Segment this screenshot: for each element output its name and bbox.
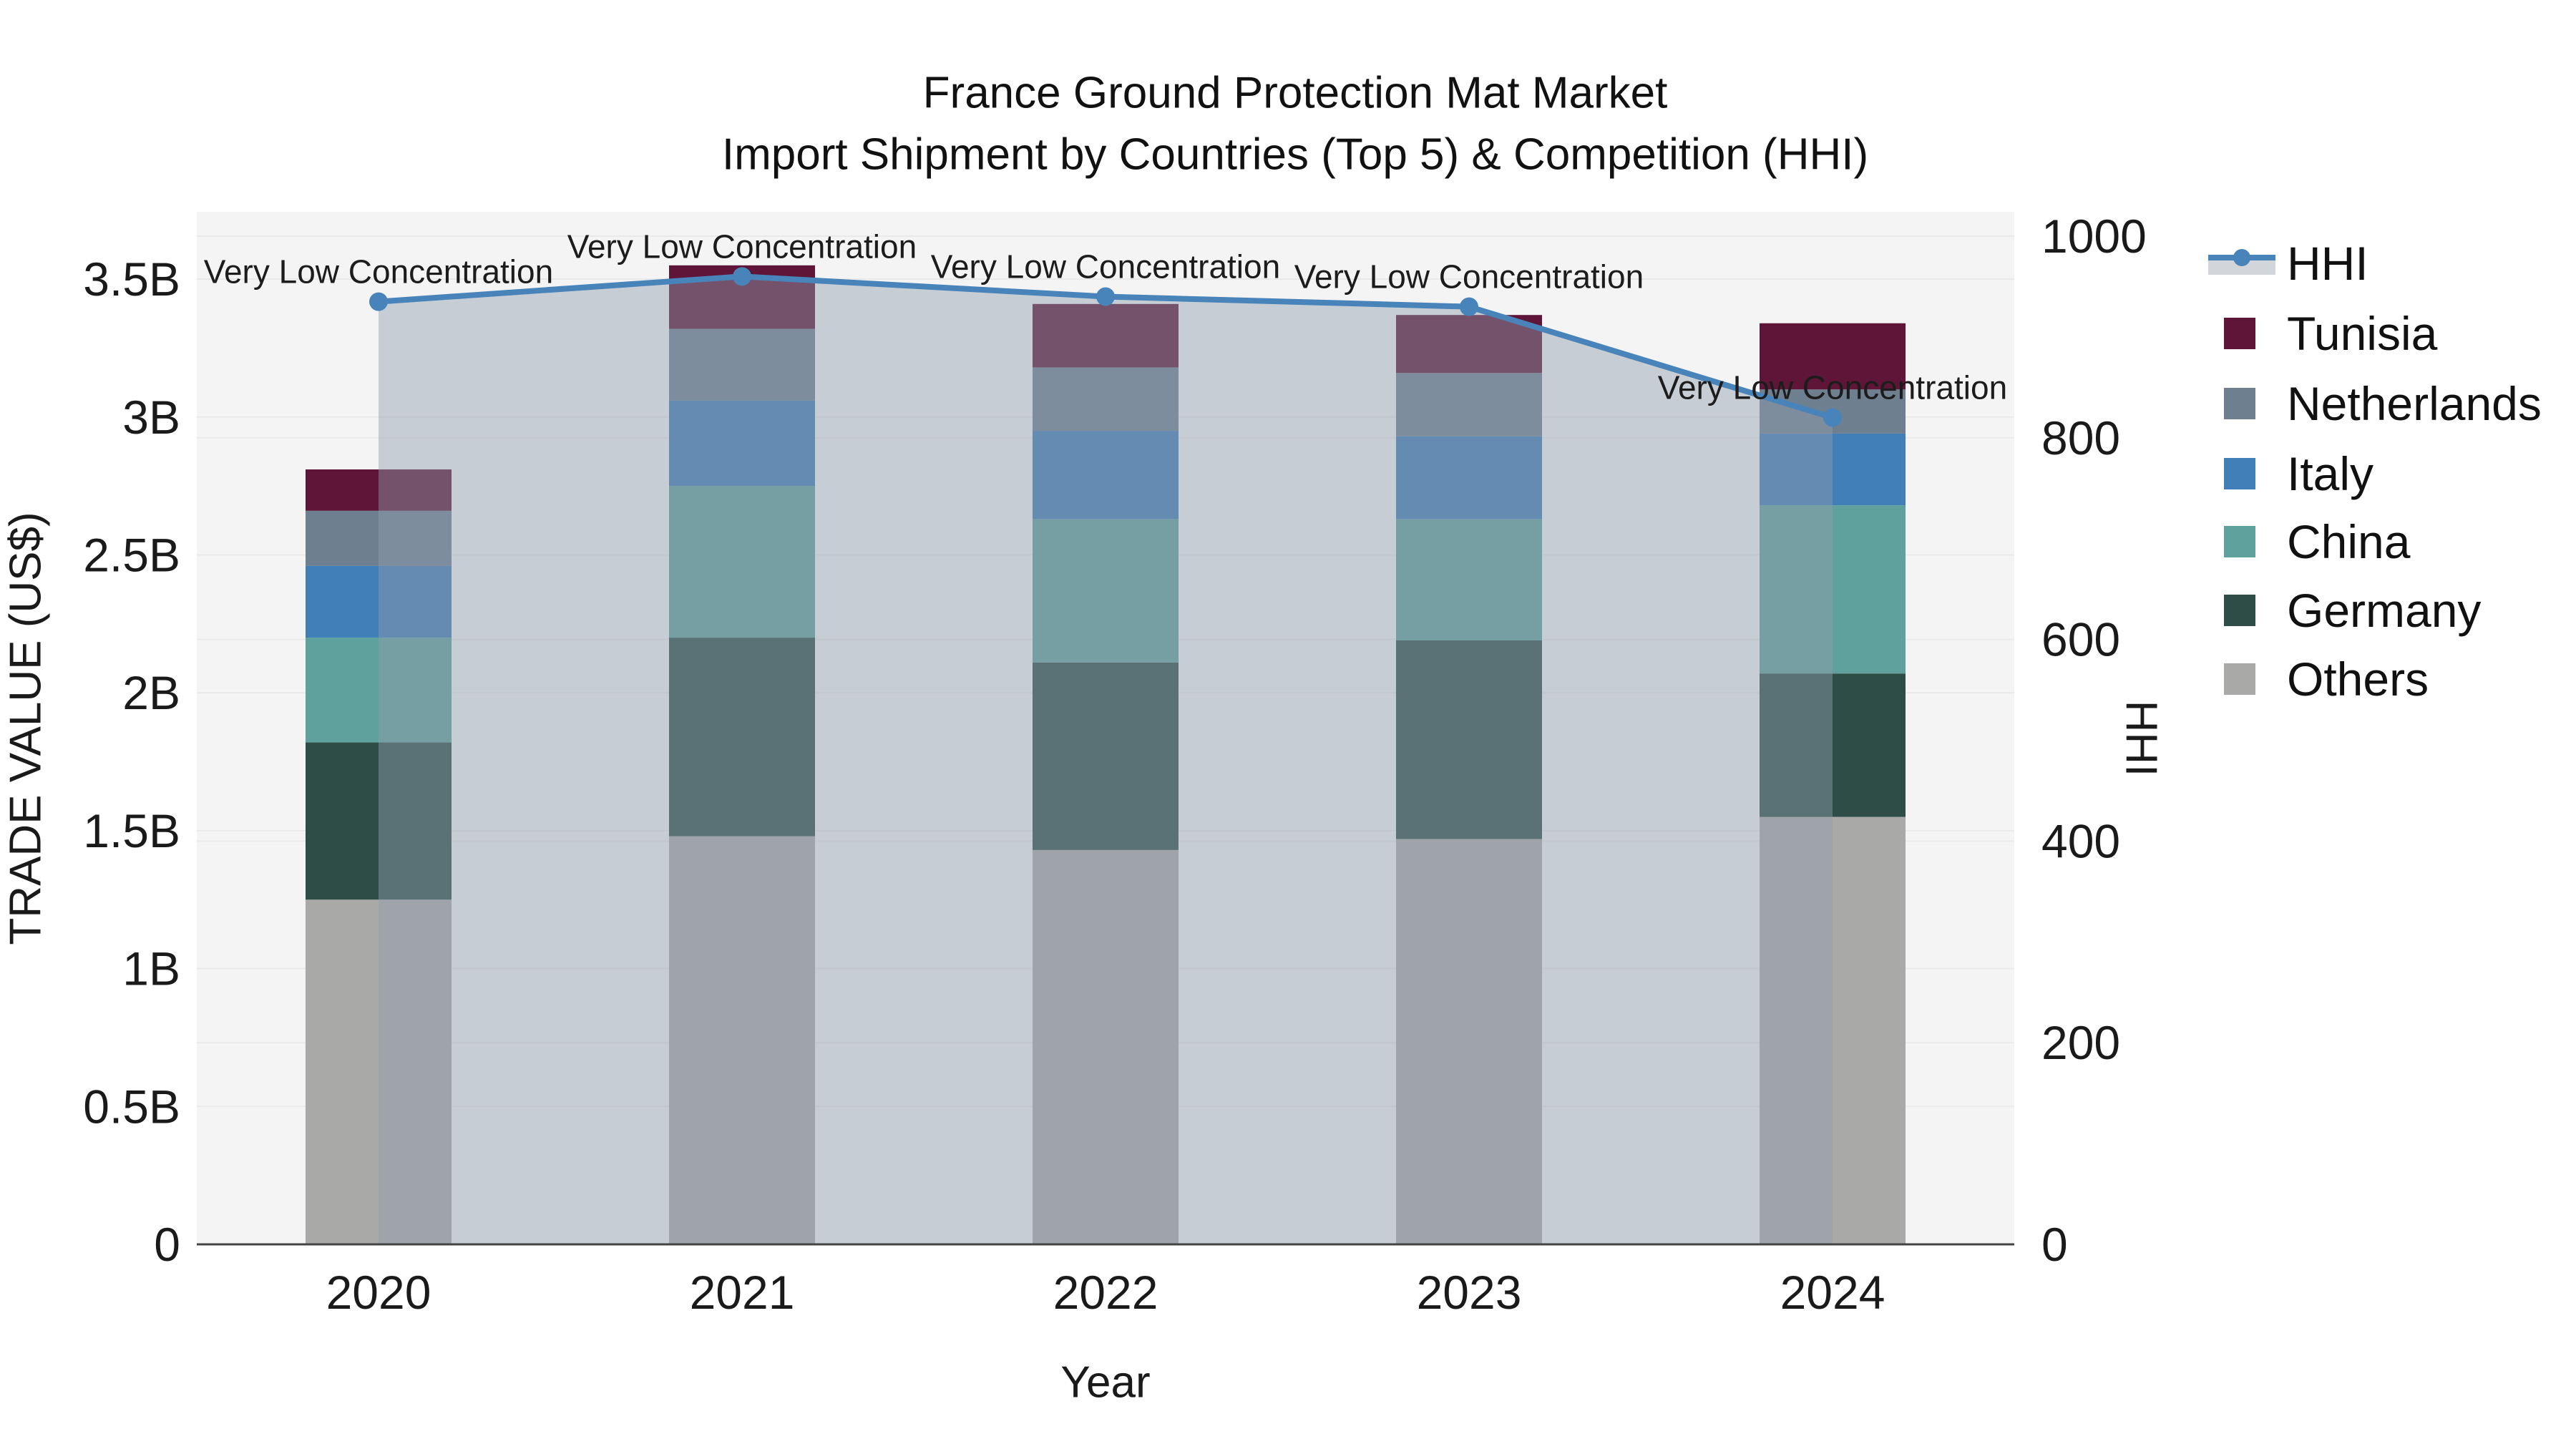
bar-segment-italy-2023[interactable] (1396, 436, 1542, 519)
stacked-bars (306, 265, 1906, 1244)
y-right-tick-200: 200 (2041, 1016, 2120, 1069)
hhi-marker-2022[interactable] (1096, 287, 1115, 306)
bar-segment-netherlands-2023[interactable] (1396, 373, 1542, 436)
bar-segment-italy-2020[interactable] (306, 565, 452, 638)
legend-label-china[interactable]: China (2287, 515, 2411, 568)
legend-label-others[interactable]: Others (2287, 653, 2429, 706)
bar-segment-others-2024[interactable] (1760, 816, 1906, 1244)
annotation-2022: Very Low Concentration (931, 248, 1280, 286)
bar-segment-others-2023[interactable] (1396, 839, 1542, 1244)
legend-item-italy[interactable]: Italy (2224, 447, 2373, 500)
y-left-axis-title: TRADE VALUE (US$) (1, 512, 51, 945)
bar-segment-italy-2024[interactable] (1760, 433, 1906, 506)
bar-segment-germany-2022[interactable] (1033, 662, 1179, 850)
annotation-2024: Very Low Concentration (1658, 369, 2007, 406)
legend-swatch-tunisia (2224, 318, 2255, 349)
bar-segment-tunisia-2022[interactable] (1033, 303, 1179, 368)
x-axis-title: Year (1060, 1358, 1150, 1407)
x-tick-2022: 2022 (1053, 1266, 1158, 1319)
bar-segment-germany-2020[interactable] (306, 742, 452, 900)
bar-segment-others-2022[interactable] (1033, 849, 1179, 1244)
legend-item-hhi[interactable]: HHI (2208, 237, 2368, 290)
hhi-marker-2023[interactable] (1460, 297, 1478, 316)
bar-segment-others-2021[interactable] (669, 836, 815, 1244)
chart-title-line2: Import Shipment by Countries (Top 5) & C… (722, 130, 1868, 180)
hhi-area-fill (379, 276, 1833, 1244)
y-left-tick-3B: 3B (122, 391, 180, 444)
bar-segment-china-2024[interactable] (1760, 505, 1906, 674)
y-right-tick-1000: 1000 (2041, 210, 2147, 263)
y-left-tick-1B: 1B (122, 942, 180, 995)
bar-segment-italy-2021[interactable] (669, 400, 815, 487)
hhi-area[interactable] (379, 276, 1833, 1244)
bar-segment-netherlands-2022[interactable] (1033, 367, 1179, 431)
hhi-marker-2021[interactable] (733, 267, 751, 286)
y-right-tick-600: 600 (2041, 613, 2120, 666)
bar-segment-others-2020[interactable] (306, 899, 452, 1244)
bar-segment-netherlands-2020[interactable] (306, 510, 452, 566)
y-left-tick-3.5B: 3.5B (83, 253, 180, 306)
y-right-tick-800: 800 (2041, 411, 2120, 464)
bar-segment-china-2022[interactable] (1033, 519, 1179, 663)
y-left-tick-0.5B: 0.5B (83, 1080, 180, 1133)
legend-swatch-others (2224, 663, 2255, 695)
legend-item-germany[interactable]: Germany (2224, 584, 2481, 637)
annotation-2021: Very Low Concentration (567, 228, 917, 265)
legend-item-china[interactable]: China (2224, 515, 2411, 568)
x-tick-2020: 2020 (326, 1266, 431, 1319)
annotation-2023: Very Low Concentration (1294, 258, 1644, 296)
y-right-tick-400: 400 (2041, 814, 2120, 867)
y-right-tick-0: 0 (2041, 1218, 2068, 1271)
hhi-marker-2020[interactable] (369, 292, 388, 311)
legend-label-italy[interactable]: Italy (2287, 447, 2373, 500)
legend-swatch-netherlands (2224, 388, 2255, 419)
bar-segment-china-2021[interactable] (669, 486, 815, 638)
y-left-tick-2.5B: 2.5B (83, 529, 180, 582)
bar-segment-tunisia-2024[interactable] (1760, 323, 1906, 390)
annotation-2020: Very Low Concentration (204, 253, 553, 291)
legend-swatch-china (2224, 526, 2255, 557)
tick-labels: 0 0.5B 1B 1.5B 2B 2.5B 3B 3.5B 0 200 400 600 800 1000… (83, 210, 2147, 1319)
y-left-tick-2B: 2B (122, 666, 180, 719)
bar-segment-tunisia-2020[interactable] (306, 469, 452, 511)
x-tick-2023: 2023 (1417, 1266, 1522, 1319)
bar-segment-germany-2024[interactable] (1760, 673, 1906, 817)
annotations: Very Low Concentration Very Low Concentra… (204, 228, 2007, 406)
bar-segment-china-2020[interactable] (306, 638, 452, 743)
x-tick-2021: 2021 (690, 1266, 795, 1319)
legend-label-netherlands[interactable]: Netherlands (2287, 377, 2542, 430)
bar-segment-netherlands-2021[interactable] (669, 328, 815, 401)
bar-segment-germany-2023[interactable] (1396, 640, 1542, 839)
bar-segment-germany-2021[interactable] (669, 638, 815, 836)
hhi-marker-2024[interactable] (1823, 408, 1842, 427)
bar-segment-china-2023[interactable] (1396, 519, 1542, 640)
legend-item-tunisia[interactable]: Tunisia (2224, 307, 2438, 360)
y-right-axis-title: HHI (2117, 701, 2166, 777)
legend-item-netherlands[interactable]: Netherlands (2224, 377, 2542, 430)
y-left-tick-0: 0 (154, 1218, 180, 1271)
legend-hhi-marker-swatch (2233, 249, 2250, 266)
y-left-tick-1.5B: 1.5B (83, 804, 180, 857)
legend-label-tunisia[interactable]: Tunisia (2287, 307, 2438, 360)
legend-swatch-germany (2224, 595, 2255, 626)
legend-label-germany[interactable]: Germany (2287, 584, 2481, 637)
x-tick-2024: 2024 (1780, 1266, 1885, 1319)
legend-label-hhi[interactable]: HHI (2287, 237, 2368, 290)
legend-swatch-italy (2224, 458, 2255, 489)
bar-segment-italy-2022[interactable] (1033, 431, 1179, 519)
hhi-line-group (369, 267, 1842, 427)
chart-title-line1: France Ground Protection Mat Market (923, 69, 1668, 118)
bar-segment-tunisia-2023[interactable] (1396, 315, 1542, 374)
legend: HHI Tunisia Netherlands Italy China Germany Ot… (2208, 237, 2542, 706)
legend-item-others[interactable]: Others (2224, 653, 2429, 706)
